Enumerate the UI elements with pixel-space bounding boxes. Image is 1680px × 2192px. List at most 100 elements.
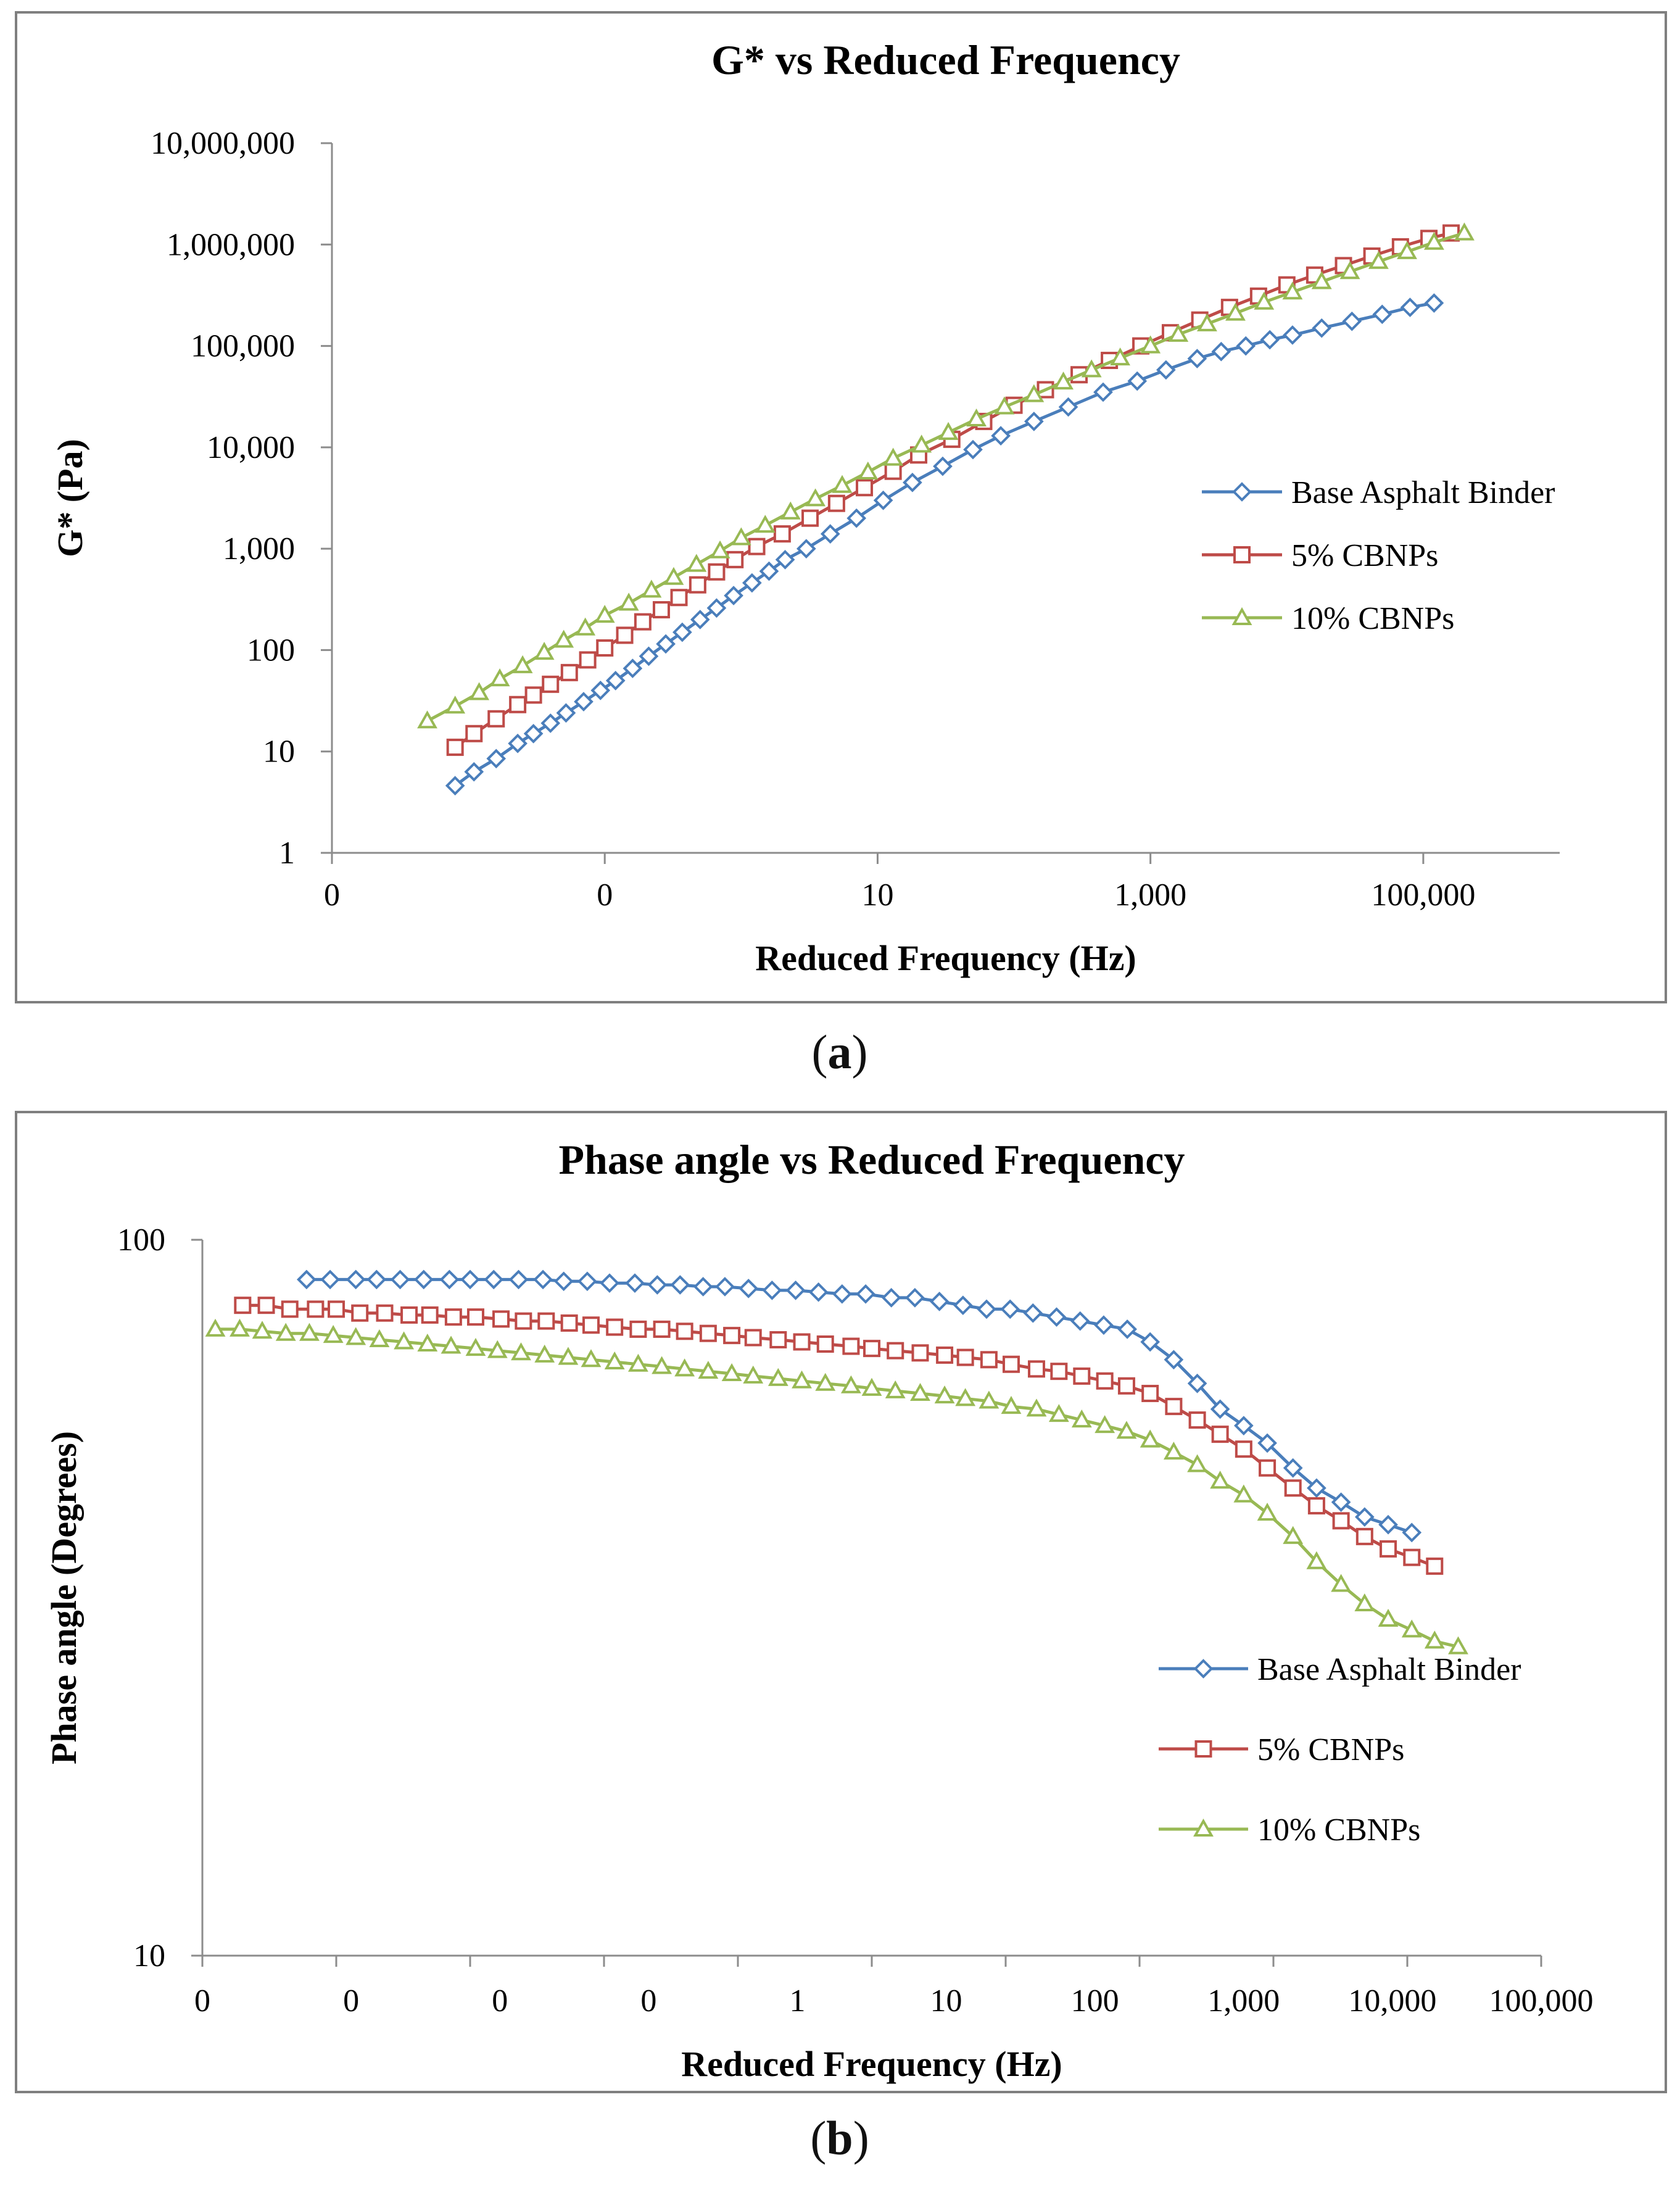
data-point-a-10-cbnps-18	[832, 475, 853, 493]
data-point-a-base-asphalt-binder-19	[775, 550, 795, 570]
data-point-a-base-asphalt-binder-41	[1400, 297, 1420, 317]
data-point-b-base-asphalt-binder-33	[1070, 1311, 1090, 1331]
legend-marker-a-base-asphalt-binder	[1232, 482, 1252, 502]
legend-label-a-base-asphalt-binder: Base Asphalt Binder	[1291, 475, 1555, 510]
caption-b-letter: b	[826, 2111, 853, 2165]
data-point-b-5-cbnps-28	[887, 1342, 904, 1360]
legend-item-b-5-cbnps: 5% CBNPs	[1159, 1732, 1404, 1767]
caption-b: (b)	[810, 2111, 869, 2165]
data-point-b-5-cbnps-48	[1355, 1527, 1373, 1545]
data-point-a-base-asphalt-binder-37	[1283, 325, 1302, 345]
data-point-a-base-asphalt-binder-12	[656, 634, 676, 654]
legend-item-b-10-cbnps: 10% CBNPs	[1159, 1812, 1420, 1848]
data-point-b-5-cbnps-14	[560, 1314, 578, 1332]
y-tick-label-a-0: 1	[279, 836, 295, 871]
series-a-base-asphalt-binder	[445, 293, 1444, 795]
data-point-b-10-cbnps-29	[885, 1380, 906, 1398]
data-point-b-5-cbnps-35	[1050, 1363, 1068, 1380]
data-point-b-5-cbnps-27	[863, 1340, 880, 1358]
x-tick-label-b-2: 0	[492, 1983, 508, 2019]
data-point-a-10-cbnps-31	[1196, 313, 1217, 331]
data-point-b-10-cbnps-41	[1163, 1442, 1184, 1460]
data-point-a-10-cbnps-9	[618, 592, 639, 611]
data-point-b-base-asphalt-binder-18	[715, 1277, 735, 1297]
y-tick-label-a-3: 1,000	[223, 531, 295, 567]
data-point-a-10-cbnps-0	[417, 710, 437, 729]
data-point-a-base-asphalt-binder-14	[690, 610, 710, 629]
data-point-a-10-cbnps-36	[1339, 261, 1360, 280]
data-point-a-10-cbnps-6	[553, 629, 574, 648]
data-point-a-base-asphalt-binder-2	[486, 749, 507, 769]
data-point-b-10-cbnps-23	[743, 1365, 764, 1384]
data-point-b-base-asphalt-binder-29	[977, 1299, 996, 1319]
data-point-b-5-cbnps-47	[1332, 1512, 1350, 1530]
data-point-a-base-asphalt-binder-22	[846, 508, 867, 528]
caption-a-letter: a	[827, 1025, 852, 1079]
data-point-a-10-cbnps-13	[710, 540, 730, 558]
data-point-b-5-cbnps-45	[1284, 1479, 1302, 1497]
data-point-b-10-cbnps-7	[369, 1329, 390, 1348]
data-point-b-5-cbnps-4	[328, 1300, 345, 1318]
data-point-a-5-cbnps-17	[773, 525, 791, 543]
data-point-a-base-asphalt-binder-7	[574, 692, 594, 712]
data-point-b-base-asphalt-binder-11	[553, 1271, 574, 1292]
data-point-a-5-cbnps-3	[509, 695, 527, 713]
data-point-b-10-cbnps-24	[768, 1368, 788, 1386]
data-point-a-base-asphalt-binder-33	[1187, 349, 1207, 368]
chart-title-b: Phase angle vs Reduced Frequency	[559, 1136, 1185, 1183]
data-point-a-10-cbnps-38	[1397, 241, 1417, 259]
data-point-a-5-cbnps-19	[827, 494, 845, 512]
data-point-b-10-cbnps-15	[558, 1347, 579, 1365]
data-point-b-base-asphalt-binder-34	[1094, 1315, 1114, 1335]
data-point-a-base-asphalt-binder-23	[873, 490, 893, 510]
data-point-b-base-asphalt-binder-3	[366, 1269, 387, 1290]
legend-item-a-5-cbnps: 5% CBNPs	[1202, 538, 1438, 573]
data-point-a-base-asphalt-binder-27	[991, 426, 1011, 446]
data-point-b-5-cbnps-31	[956, 1348, 974, 1366]
legend-label-b-base-asphalt-binder: Base Asphalt Binder	[1257, 1652, 1521, 1687]
data-point-b-10-cbnps-35	[1026, 1398, 1047, 1417]
data-point-b-5-cbnps-38	[1117, 1377, 1135, 1395]
data-point-b-5-cbnps-22	[744, 1329, 762, 1347]
data-point-a-base-asphalt-binder-1	[464, 762, 484, 782]
data-point-b-5-cbnps-20	[699, 1324, 717, 1342]
data-point-b-10-cbnps-9	[417, 1333, 438, 1352]
data-point-b-base-asphalt-binder-4	[390, 1269, 410, 1290]
data-point-b-10-cbnps-34	[1001, 1396, 1022, 1414]
data-point-a-10-cbnps-3	[489, 668, 510, 687]
caption-a: (a)	[811, 1025, 868, 1079]
y-tick-label-a-1: 10	[263, 734, 295, 770]
data-point-b-base-asphalt-binder-7	[460, 1269, 480, 1290]
data-point-b-10-cbnps-45	[1257, 1502, 1278, 1521]
data-point-a-base-asphalt-binder-0	[445, 776, 465, 795]
data-point-b-10-cbnps-26	[815, 1372, 836, 1391]
x-axis-label-a: Reduced Frequency (Hz)	[755, 938, 1136, 978]
data-point-a-base-asphalt-binder-13	[672, 622, 692, 642]
data-point-a-10-cbnps-12	[686, 554, 707, 572]
data-point-b-10-cbnps-40	[1140, 1429, 1161, 1448]
data-point-b-5-cbnps-6	[376, 1304, 394, 1322]
data-point-a-10-cbnps-2	[469, 682, 490, 700]
data-point-b-base-asphalt-binder-17	[693, 1277, 713, 1297]
y-tick-label-b-1: 100	[117, 1223, 165, 1258]
data-point-b-10-cbnps-42	[1187, 1454, 1208, 1472]
series-a-10-cbnps	[417, 222, 1475, 729]
data-point-b-5-cbnps-13	[537, 1312, 555, 1330]
series-line-b-5-cbnps	[242, 1303, 1436, 1568]
data-point-b-5-cbnps-11	[492, 1310, 510, 1328]
data-point-a-5-cbnps-2	[487, 710, 505, 728]
x-tick-label-a-3: 1,000	[1114, 878, 1186, 913]
x-tick-label-b-3: 0	[640, 1983, 656, 2019]
data-point-b-10-cbnps-2	[252, 1321, 273, 1339]
data-point-b-base-asphalt-binder-41	[1257, 1433, 1277, 1453]
data-point-a-10-cbnps-16	[780, 501, 801, 520]
data-point-a-base-asphalt-binder-21	[820, 524, 840, 544]
data-point-b-base-asphalt-binder-10	[533, 1269, 553, 1290]
data-point-a-10-cbnps-23	[966, 408, 987, 427]
y-tick-label-a-4: 10,000	[207, 430, 295, 465]
data-point-b-10-cbnps-44	[1233, 1484, 1254, 1503]
data-point-a-10-cbnps-1	[445, 695, 466, 714]
legend-label-a-10-cbnps: 10% CBNPs	[1291, 601, 1454, 636]
x-tick-label-b-6: 100	[1071, 1983, 1119, 2019]
